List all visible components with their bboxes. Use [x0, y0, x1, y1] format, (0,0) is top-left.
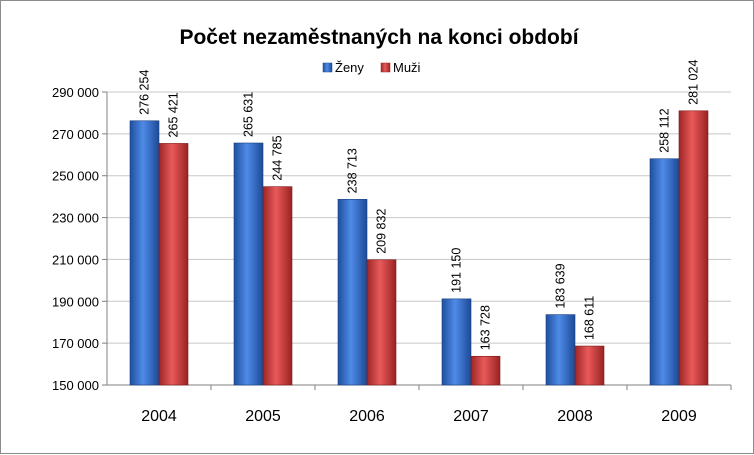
x-category-label: 2005	[245, 408, 281, 425]
bar-zeny	[441, 298, 472, 386]
bar-muzi	[262, 186, 293, 386]
y-tick-label: 290 000	[52, 85, 99, 100]
y-tick-label: 250 000	[52, 169, 99, 184]
x-category-label: 2004	[141, 408, 177, 425]
bar-muzi	[158, 143, 189, 386]
x-category-label: 2008	[557, 408, 593, 425]
data-label: 281 024	[687, 60, 701, 105]
bar-zeny	[545, 314, 576, 386]
legend-swatch-zeny	[322, 62, 333, 73]
data-label: 191 150	[450, 248, 464, 293]
data-label: 183 639	[554, 263, 568, 308]
data-label: 168 611	[583, 296, 597, 340]
y-axis: 150 000 170 000 190 000 210 000 230 000 250 0…	[52, 85, 108, 393]
y-tick-label: 170 000	[52, 336, 99, 351]
y-tick-label: 270 000	[52, 127, 99, 142]
data-label: 276 254	[138, 70, 152, 115]
chart-title: Počet nezaměstnaných na konci období	[179, 26, 579, 49]
bar-zeny	[649, 158, 680, 386]
y-tick-label: 150 000	[52, 378, 99, 393]
y-tick-label: 190 000	[52, 294, 99, 309]
bar-zeny	[233, 142, 264, 386]
data-label: 209 832	[375, 209, 389, 254]
legend-label-zeny: Ženy	[335, 60, 364, 75]
data-label: 265 631	[242, 92, 256, 137]
x-category-label: 2007	[453, 408, 489, 425]
bar-zeny	[129, 120, 160, 386]
bar-muzi	[574, 345, 605, 386]
gridlines	[107, 91, 731, 344]
data-label: 265 421	[167, 92, 181, 137]
data-label: 258 112	[658, 108, 672, 152]
bar-muzi	[470, 355, 501, 386]
data-labels: 276 254 265 421 265 631 244 785 238 713 209 8…	[138, 60, 701, 351]
y-tick-label: 210 000	[52, 252, 99, 267]
y-tick-label: 230 000	[52, 211, 99, 226]
legend-swatch-muzi	[380, 62, 391, 73]
x-category-label: 2006	[349, 408, 385, 425]
x-axis: 2004 2005 2006 2007 2008 2009	[107, 384, 732, 425]
bar-zeny	[337, 199, 368, 386]
bars	[129, 110, 709, 386]
data-label: 163 728	[479, 305, 493, 350]
bar-muzi	[366, 259, 397, 386]
legend: Ženy Muži	[322, 60, 421, 75]
legend-label-muzi: Muži	[393, 60, 421, 75]
bar-muzi	[678, 110, 709, 386]
x-category-label: 2009	[661, 408, 697, 425]
data-label: 244 785	[271, 135, 285, 180]
data-label: 238 713	[346, 148, 360, 193]
